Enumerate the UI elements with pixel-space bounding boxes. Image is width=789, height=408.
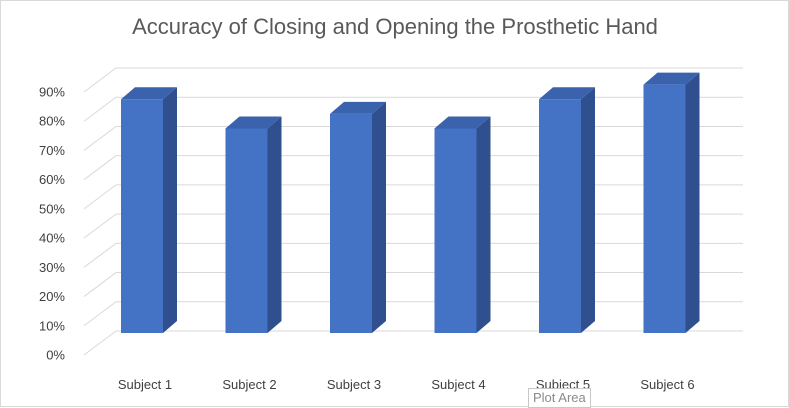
x-category-label: Subject 3 xyxy=(327,377,381,392)
bar[interactable] xyxy=(643,72,700,333)
gridline xyxy=(83,330,743,356)
gridline xyxy=(83,125,743,151)
x-category-label: Subject 4 xyxy=(431,377,485,392)
bar-side xyxy=(476,116,491,333)
y-tick-label: 20% xyxy=(39,289,65,304)
plot-area[interactable] xyxy=(121,72,700,333)
bar-side xyxy=(267,116,282,333)
y-tick-label: 0% xyxy=(46,348,65,363)
plot-area-tooltip: Plot Area xyxy=(528,388,591,408)
bar-top xyxy=(330,101,386,114)
gridline xyxy=(83,67,743,93)
gridline xyxy=(83,213,743,239)
gridline xyxy=(83,272,743,297)
bar-side xyxy=(372,101,386,333)
x-axis-categories: Subject 1 Subject 2 Subject 3 Subject 4 Subj… xyxy=(118,377,695,392)
x-category-label: Subject 2 xyxy=(222,377,276,392)
gridline xyxy=(83,242,743,268)
y-tick-label: 50% xyxy=(39,201,65,216)
y-axis-ticks: 0% 10% 20% 30% 40% 50% 60% 70% 80% 90% xyxy=(39,85,65,363)
bar-side xyxy=(163,87,177,333)
y-tick-label: 90% xyxy=(39,85,65,100)
gridline xyxy=(83,184,743,210)
gridline xyxy=(83,301,743,327)
bar[interactable] xyxy=(225,116,282,333)
bar[interactable] xyxy=(121,87,177,333)
y-tick-label: 70% xyxy=(39,143,65,158)
gridline xyxy=(83,155,743,181)
chart-title[interactable]: Accuracy of Closing and Opening the Pros… xyxy=(132,14,658,39)
x-category-label: Subject 6 xyxy=(640,377,694,392)
y-tick-label: 40% xyxy=(39,231,65,246)
bar-top xyxy=(225,116,282,129)
y-tick-label: 10% xyxy=(39,318,65,333)
bar-front xyxy=(330,113,372,333)
x-category-label: Subject 1 xyxy=(118,377,172,392)
bar[interactable] xyxy=(330,101,386,333)
gridline xyxy=(83,96,743,122)
bar-front xyxy=(539,99,581,333)
bar-top xyxy=(643,72,700,85)
bar-side xyxy=(685,72,700,333)
bar[interactable] xyxy=(539,87,595,333)
bar-top xyxy=(539,87,595,100)
bar-front xyxy=(225,128,268,333)
bar-top xyxy=(434,116,491,129)
bar[interactable] xyxy=(434,116,491,333)
bar-top xyxy=(121,87,177,100)
y-tick-label: 60% xyxy=(39,172,65,187)
bar-front xyxy=(434,128,477,333)
y-tick-label: 30% xyxy=(39,260,65,275)
y-tick-label: 80% xyxy=(39,114,65,129)
bar-front xyxy=(121,99,163,333)
gridlines xyxy=(83,67,743,356)
bar-side xyxy=(581,87,595,333)
bar-front xyxy=(643,84,686,333)
